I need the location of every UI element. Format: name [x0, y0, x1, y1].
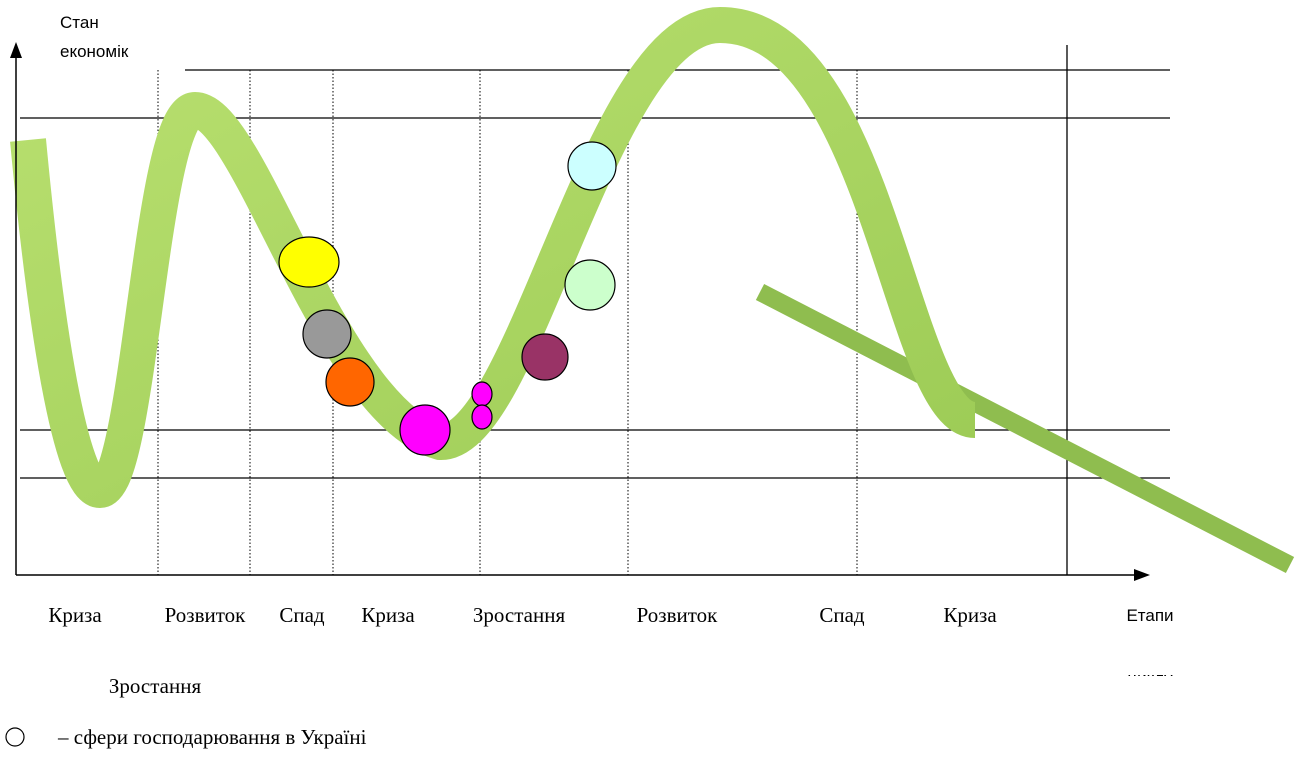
x-arrow	[1134, 569, 1150, 581]
stage-label: Розвиток	[165, 603, 247, 627]
legend-symbol	[5, 727, 25, 747]
sphere	[325, 357, 375, 407]
y-arrow	[10, 42, 22, 58]
legend-text: – сфери господарювання в Україні	[57, 725, 367, 749]
y-label: Стан	[60, 13, 99, 32]
stage-label: Спад	[279, 603, 325, 627]
sphere	[564, 259, 616, 311]
stage-label: Спад	[819, 603, 865, 627]
sphere	[399, 404, 451, 456]
y-label: економік	[60, 42, 129, 61]
x-label: Етапи	[1126, 606, 1173, 625]
sphere	[471, 381, 493, 407]
sphere	[521, 333, 569, 381]
sphere	[567, 141, 617, 191]
sphere	[471, 404, 493, 430]
stage-label: Зростання	[109, 674, 202, 698]
stage-label: Розвиток	[637, 603, 719, 627]
stage-label: Криза	[48, 603, 102, 627]
spheres	[278, 141, 617, 456]
stage-labels: Криза Розвиток Спад Криза Зростання Розвиток С…	[48, 603, 997, 627]
stage-label: Криза	[361, 603, 415, 627]
stage-label: Зростання	[473, 603, 566, 627]
cycle-ribbon	[10, 6, 979, 509]
sphere	[278, 236, 340, 288]
stage-label: Криза	[943, 603, 997, 627]
sphere	[302, 309, 352, 359]
decline-band	[755, 283, 1295, 574]
x-label: циклу	[1127, 669, 1173, 688]
